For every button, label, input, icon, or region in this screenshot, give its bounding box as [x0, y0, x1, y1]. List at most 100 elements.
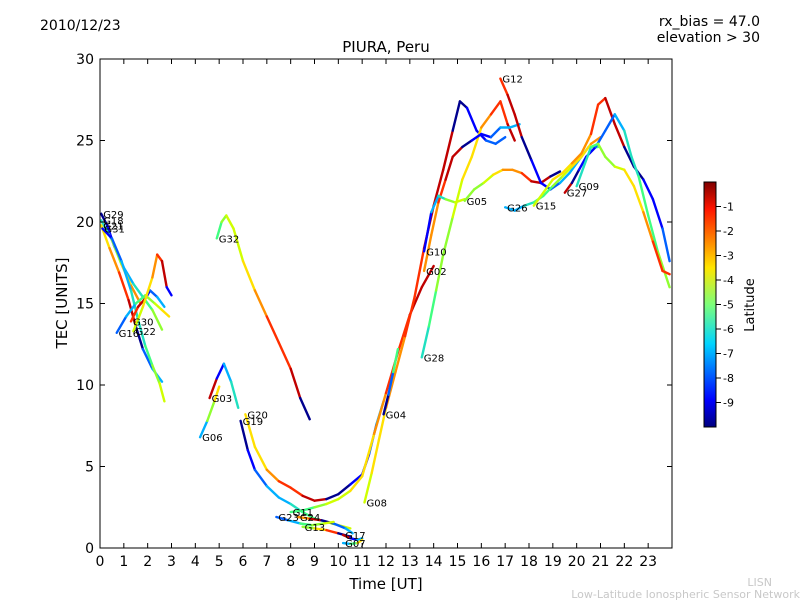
y-tick-label: 5	[85, 460, 94, 476]
series-g07	[341, 538, 364, 546]
series-segment	[239, 419, 250, 452]
series-g05	[463, 168, 562, 203]
satellite-label: G09	[579, 182, 599, 193]
series-segment	[313, 502, 328, 509]
colorbar-tick-label: -5	[723, 299, 734, 312]
series-segment	[589, 142, 600, 149]
satellite-label: G32	[219, 234, 239, 245]
satellite-label: G20	[247, 410, 267, 421]
series-segment	[277, 480, 292, 489]
x-tick-label: 2	[143, 554, 152, 570]
x-tick-label: 6	[239, 554, 248, 570]
y-tick-label: 15	[76, 297, 94, 313]
series-segment	[532, 191, 545, 207]
series-segment	[604, 96, 616, 126]
series-segment	[511, 168, 523, 175]
series-segment	[542, 184, 554, 198]
series-segment	[244, 413, 257, 449]
series-segment	[642, 178, 655, 201]
series-segment	[494, 135, 507, 146]
x-tick-label: 21	[592, 554, 610, 570]
series-segment	[570, 152, 583, 165]
series-segment	[289, 367, 302, 400]
series-segment	[120, 259, 133, 292]
series-segment	[155, 253, 164, 263]
series-segment	[308, 517, 323, 522]
series-segment	[215, 220, 223, 240]
satellite-label: G27	[567, 189, 587, 200]
x-tick-label: 10	[329, 554, 347, 570]
series-segment	[484, 139, 497, 146]
series-segment	[313, 497, 328, 502]
series-segment	[129, 305, 140, 323]
plot-frame	[99, 58, 673, 549]
series-segment	[301, 494, 316, 502]
series-segment	[661, 269, 671, 276]
series-segment	[160, 259, 168, 289]
colorbar	[703, 181, 717, 428]
satellite-label: G08	[367, 498, 387, 509]
series-segment	[430, 201, 440, 237]
x-tick-label: 9	[310, 554, 319, 570]
series-segment	[253, 468, 268, 488]
series-g06	[198, 385, 221, 439]
series-segment	[160, 308, 171, 318]
x-tick-label: 8	[286, 554, 295, 570]
series-segment	[265, 315, 280, 344]
series-segment	[253, 289, 268, 318]
series-segment	[623, 145, 636, 168]
series-segment	[422, 210, 433, 253]
y-tick-label: 20	[76, 215, 94, 231]
series-g17	[341, 533, 364, 542]
series-segment	[246, 449, 257, 471]
series-segment	[225, 214, 235, 230]
series-segment	[589, 135, 602, 146]
series-segment	[561, 165, 574, 178]
series-segment	[215, 362, 226, 380]
series-segment	[115, 315, 128, 334]
series-segment	[570, 155, 583, 168]
satellite-label: G21	[103, 221, 123, 232]
series-segment	[325, 528, 340, 535]
series-segment	[442, 215, 454, 256]
satellite-label: G10	[426, 247, 446, 258]
series-segment	[325, 497, 340, 506]
satellite-label: G17	[345, 531, 365, 542]
series-segment	[141, 347, 154, 370]
colorbar-tick-label: -9	[723, 397, 734, 410]
colorbar-tick-label: -1	[723, 201, 734, 214]
series-layer	[99, 77, 671, 546]
series-segment	[277, 341, 292, 370]
series-segment	[451, 178, 464, 219]
series-segment	[623, 129, 633, 159]
series-segment	[356, 537, 364, 542]
series-segment	[473, 181, 485, 191]
x-tick-label: 15	[449, 554, 467, 570]
colorbar-tick-label: -2	[723, 225, 734, 238]
series-segment	[356, 538, 364, 545]
series-g32	[215, 214, 311, 421]
series-segment	[444, 197, 457, 204]
series-segment	[151, 308, 164, 331]
elevation-label: elevation > 30	[656, 30, 760, 46]
series-segment	[539, 181, 552, 191]
x-axis-label: Time [UT]	[348, 575, 422, 593]
series-g21	[99, 224, 164, 383]
series-segment	[382, 393, 390, 416]
series-segment	[437, 194, 447, 201]
series-segment	[520, 171, 533, 183]
x-tick-label: 11	[353, 554, 371, 570]
satellite-label: G11	[293, 508, 313, 519]
series-segment	[241, 259, 257, 292]
colorbar-tick-label: -4	[723, 274, 734, 287]
series-segment	[301, 506, 316, 512]
satellite-label: G28	[424, 353, 444, 364]
series-segment	[134, 325, 145, 351]
series-segment	[394, 334, 407, 374]
series-segment	[232, 227, 245, 263]
series-segment	[637, 175, 650, 217]
series-segment	[363, 471, 373, 504]
series-segment	[299, 396, 311, 421]
date-label: 2010/12/23	[40, 18, 121, 34]
x-tick-label: 16	[472, 554, 490, 570]
